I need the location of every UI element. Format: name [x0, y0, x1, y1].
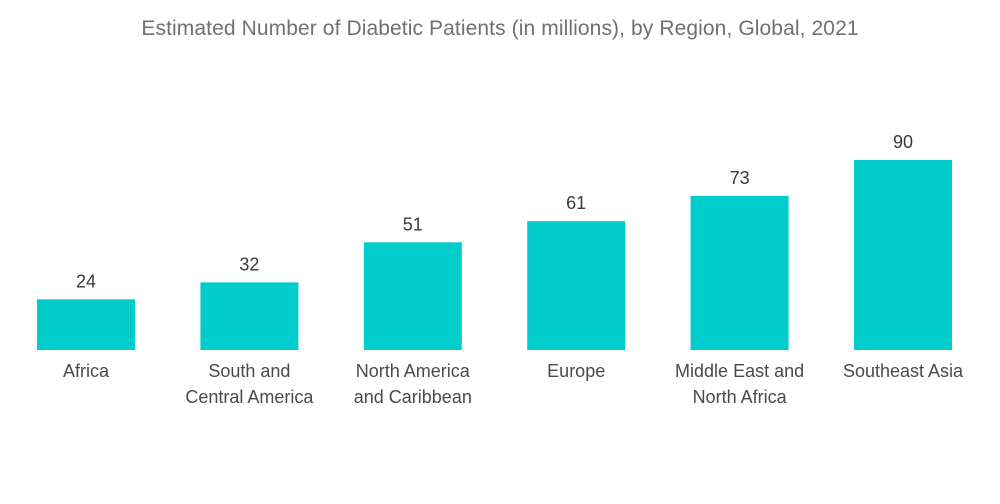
- bar-2: [363, 242, 462, 350]
- bar-1: [200, 282, 299, 350]
- value-label-2: 51: [403, 214, 423, 234]
- category-label-2: North America and Caribbean: [354, 361, 472, 407]
- value-label-1: 32: [239, 254, 259, 274]
- value-label-0: 24: [76, 271, 96, 291]
- category-label-4-line-1: North Africa: [693, 387, 788, 407]
- chart-title: Estimated Number of Diabetic Patients (i…: [141, 17, 859, 40]
- category-label-5-line-0: Southeast Asia: [843, 361, 964, 381]
- category-label-4: Middle East and North Africa: [675, 361, 804, 407]
- category-label-0-line-0: Africa: [63, 361, 110, 381]
- category-label-2-line-1: and Caribbean: [354, 387, 472, 407]
- bar-3: [527, 221, 626, 350]
- category-label-3-line-0: Europe: [547, 361, 605, 381]
- category-label-5: Southeast Asia: [843, 361, 964, 381]
- bars-group: [37, 160, 952, 350]
- bar-0: [37, 299, 135, 350]
- value-label-3: 61: [566, 193, 586, 213]
- category-label-1-line-1: Central America: [185, 387, 314, 407]
- category-label-0: Africa: [63, 361, 110, 381]
- category-label-1: South and Central America: [185, 361, 314, 407]
- bar-4: [690, 195, 789, 350]
- category-labels-group: Africa South and Central America North Amer…: [63, 361, 964, 407]
- category-label-3: Europe: [547, 361, 605, 381]
- category-label-2-line-0: North America: [356, 361, 471, 381]
- value-labels-group: 24 32 51 61 73 90: [76, 132, 913, 291]
- value-label-4: 73: [730, 168, 750, 188]
- category-label-4-line-0: Middle East and: [675, 361, 804, 381]
- bar-5: [854, 160, 952, 350]
- value-label-5: 90: [893, 132, 913, 152]
- category-label-1-line-0: South and: [208, 361, 290, 381]
